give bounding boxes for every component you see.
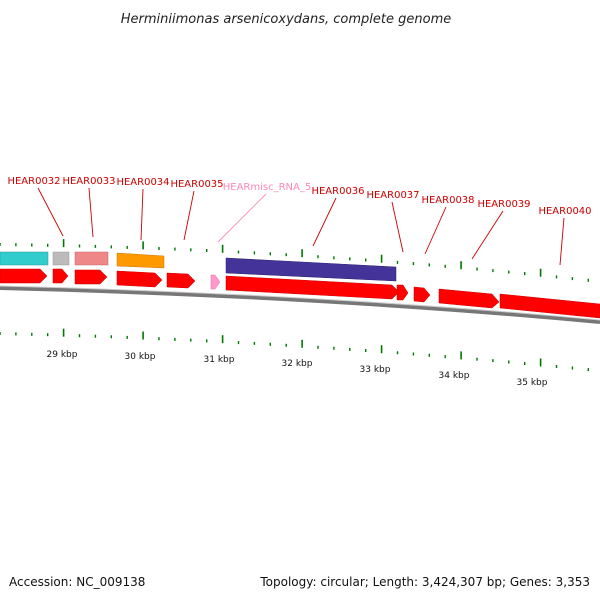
kbp-label: 35 kbp	[517, 378, 548, 388]
map-title: Herminiimonas arsenicoxydans, complete g…	[121, 12, 451, 27]
gene-arrow[interactable]	[74, 269, 108, 285]
gene-arrow[interactable]	[499, 293, 600, 319]
kbp-label: 34 kbp	[439, 371, 470, 381]
label-leader-line	[183, 190, 195, 241]
cog-pink-block[interactable]	[74, 251, 109, 266]
upper-tick-row	[0, 239, 589, 282]
gene-label[interactable]: HEAR0040	[538, 206, 591, 217]
label-leader-line	[559, 217, 565, 266]
label-leader-line	[37, 187, 64, 237]
kbp-label: 29 kbp	[47, 350, 78, 360]
cog-cyan-block[interactable]	[0, 251, 49, 266]
gene-label[interactable]: HEAR0038	[421, 195, 474, 206]
label-leader-line	[88, 187, 94, 238]
gene-arrow[interactable]	[413, 286, 431, 303]
label-leader-line	[140, 188, 144, 241]
rna-arrow[interactable]	[210, 274, 221, 290]
cog-purple-block[interactable]	[225, 257, 397, 282]
gene-arrow[interactable]	[396, 284, 409, 301]
cog-track	[0, 251, 397, 282]
label-leader-line	[391, 201, 404, 253]
topology-text: Topology: circular; Length: 3,424,307 bp…	[259, 575, 590, 589]
gene-arrow[interactable]	[225, 275, 400, 300]
cog-orange-block[interactable]	[116, 252, 165, 269]
gene-arrow[interactable]	[166, 272, 196, 289]
gene-label[interactable]: HEAR0033	[62, 176, 115, 187]
label-leader-line	[424, 206, 447, 255]
gene-label[interactable]: HEARmisc_RNA_5	[223, 182, 312, 193]
kbp-label: 31 kbp	[204, 355, 235, 365]
gene-arrow[interactable]	[52, 268, 69, 284]
gene-label[interactable]: HEAR0034	[116, 177, 169, 188]
gene-track	[0, 268, 600, 319]
gene-arrow[interactable]	[116, 270, 163, 288]
label-leader-line	[217, 193, 267, 243]
gene-label-layer: HEAR0032 HEAR0033 HEAR0034 HEAR0035 HEARmisc…	[7, 176, 592, 266]
kbp-label-layer: 29 kbp 30 kbp 31 kbp 32 kbp 33 kbp 34 kbp 35 k…	[47, 350, 548, 388]
kbp-label: 33 kbp	[360, 365, 391, 375]
kbp-label: 30 kbp	[125, 352, 156, 362]
gene-label[interactable]: HEAR0039	[477, 199, 530, 210]
cog-grey-block[interactable]	[52, 251, 70, 266]
gene-label[interactable]: HEAR0036	[311, 186, 364, 197]
lower-tick-row	[0, 328, 589, 372]
accession-text: Accession: NC_009138	[9, 575, 145, 589]
genome-backbone	[0, 285, 600, 324]
label-leader-line	[312, 197, 337, 247]
gene-label[interactable]: HEAR0032	[7, 176, 60, 187]
gene-arrow[interactable]	[0, 268, 48, 284]
gene-label[interactable]: HEAR0035	[170, 179, 223, 190]
gene-label[interactable]: HEAR0037	[366, 190, 419, 201]
kbp-label: 32 kbp	[282, 359, 313, 369]
label-leader-line	[471, 210, 504, 260]
gene-arrow[interactable]	[438, 288, 500, 309]
